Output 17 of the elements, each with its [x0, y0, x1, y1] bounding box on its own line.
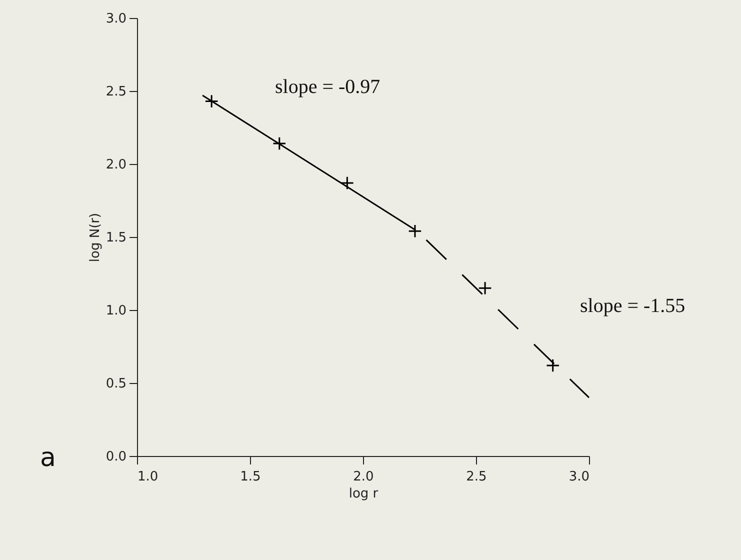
y-tick-label: 1.5 [106, 230, 126, 246]
y-tick-label: 2.5 [106, 84, 126, 100]
text: a [40, 443, 56, 473]
y-tick-label: 2.0 [106, 158, 126, 172]
x-tick-label: 1.5 [240, 470, 261, 484]
x-axis-title: log r [348, 486, 379, 502]
x-tick-label: 1.0 [138, 470, 158, 484]
y-tick-label: 1.0 [106, 304, 126, 318]
annotation: slope = -0.97 [275, 76, 380, 98]
y-tick-label: 0.0 [106, 450, 126, 464]
y-tick-label: 3.0 [106, 12, 126, 26]
x-tick-label: 3.0 [568, 470, 590, 484]
y-tick-label: 0.5 [106, 376, 126, 392]
x-tick-label: 2.0 [353, 470, 374, 484]
annotation: slope = -1.55 [580, 295, 686, 317]
y-axis-title: log N(r) [88, 212, 103, 262]
x-tick-label: 2.5 [466, 470, 487, 484]
